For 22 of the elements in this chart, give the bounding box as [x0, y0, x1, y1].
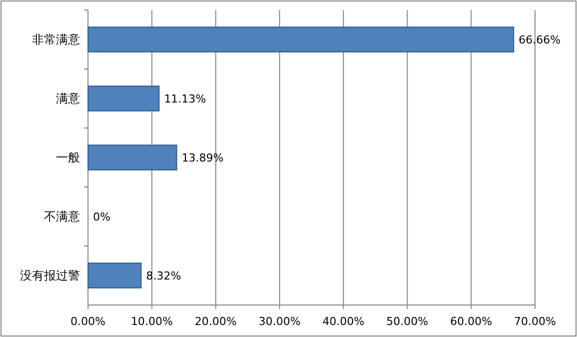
data-label: 11.13% — [164, 92, 206, 106]
x-tick-label: 20.00% — [194, 315, 237, 328]
bar — [88, 86, 160, 112]
x-tick-label: 60.00% — [450, 315, 492, 328]
x-tick-label: 70.00% — [514, 315, 556, 328]
data-label: 13.89% — [182, 152, 224, 164]
bar — [88, 144, 178, 170]
data-label: 8.32% — [146, 270, 182, 282]
data-label: 66.66% — [518, 34, 561, 46]
data-label: 0% — [93, 210, 110, 224]
x-tick-label: 30.00% — [258, 315, 301, 328]
x-tick-label: 0.00% — [70, 315, 106, 328]
bar — [88, 262, 142, 288]
x-tick-label: 10.00% — [130, 315, 173, 328]
y-tick-label: 一般 — [56, 150, 80, 164]
y-tick-label: 没有报过警 — [20, 268, 80, 282]
x-tick-label: 50.00% — [386, 315, 428, 328]
bar — [88, 26, 514, 52]
y-tick-label: 满意 — [56, 92, 80, 106]
y-tick-label: 不满意 — [44, 210, 80, 224]
x-tick-label: 40.00% — [322, 315, 364, 328]
y-tick-label: 非常满意 — [32, 32, 80, 46]
